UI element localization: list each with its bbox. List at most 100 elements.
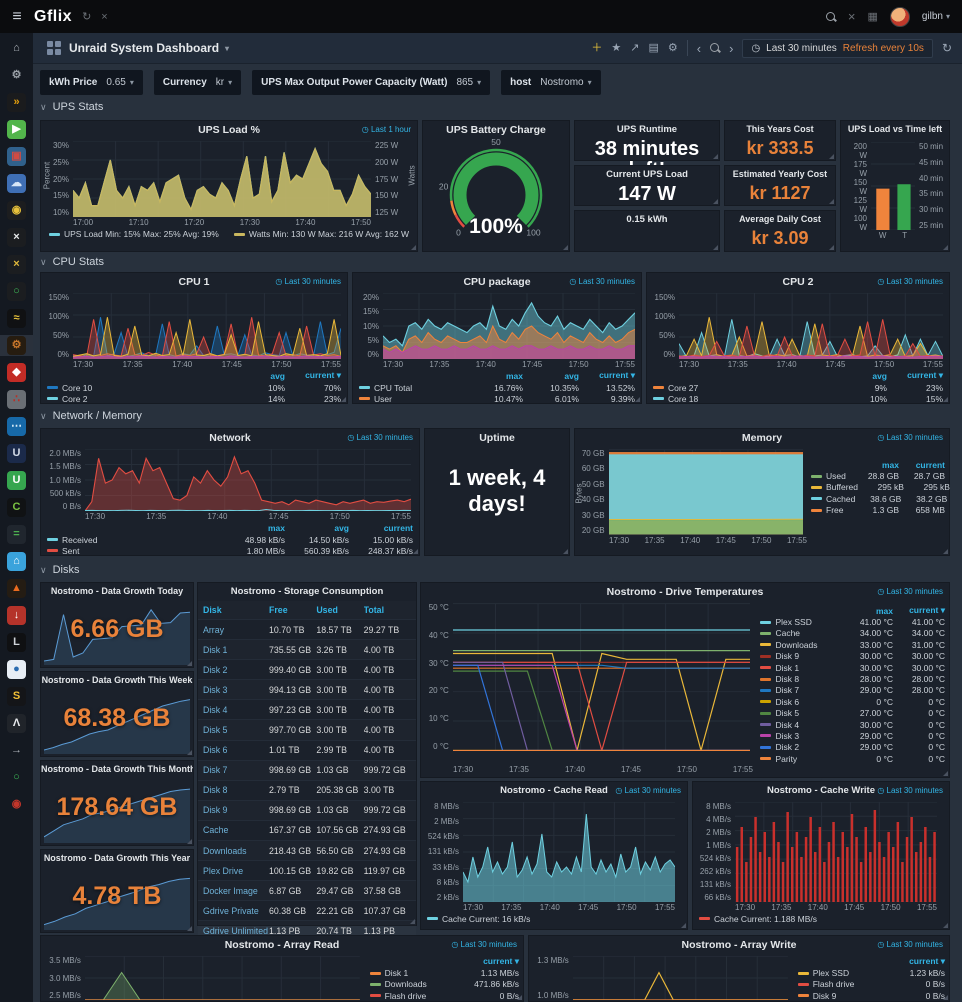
series-name[interactable]: Free bbox=[826, 505, 844, 516]
panel-title[interactable]: This Years Cost bbox=[746, 124, 814, 134]
sidebar-item[interactable]: × bbox=[0, 227, 33, 248]
column-header[interactable]: Disk bbox=[203, 605, 222, 615]
sidebar-item[interactable]: × bbox=[0, 254, 33, 275]
disk-name[interactable]: Disk 6 bbox=[203, 745, 228, 756]
disk-name[interactable]: Gdrive Private bbox=[203, 905, 259, 916]
sidebar-item[interactable]: → bbox=[0, 740, 33, 761]
disk-name[interactable]: Disk 2 bbox=[203, 664, 228, 675]
sidebar-item[interactable]: L bbox=[0, 632, 33, 653]
cycle-view-icon[interactable]: × bbox=[847, 9, 856, 24]
sidebar-item[interactable]: ▶ bbox=[0, 119, 33, 140]
series-name[interactable]: Disk 5 bbox=[775, 708, 800, 719]
ups-load-chart[interactable] bbox=[73, 141, 371, 217]
panel-title[interactable]: Memory bbox=[741, 432, 783, 444]
dashboard-title-menu[interactable]: Unraid System Dashboard ▾ bbox=[69, 41, 229, 55]
disk-name[interactable]: Array bbox=[203, 624, 225, 635]
grid-view-icon[interactable]: ▦ bbox=[867, 11, 878, 23]
disk-name[interactable]: Disk 1 bbox=[203, 644, 228, 655]
series-name[interactable]: Core 18 bbox=[668, 393, 699, 404]
disk-name[interactable]: Disk 9 bbox=[203, 805, 228, 816]
sidebar-item[interactable]: » bbox=[0, 92, 33, 113]
memory-chart[interactable] bbox=[608, 449, 803, 535]
sidebar-item[interactable]: ◉ bbox=[0, 200, 33, 221]
time-back-button[interactable]: ‹ bbox=[696, 40, 702, 56]
panel-title[interactable]: Network bbox=[209, 432, 251, 444]
panel-title[interactable]: Nostromo - Data Growth Today bbox=[50, 586, 184, 596]
panel-title[interactable]: Nostromo - Array Read bbox=[224, 939, 340, 951]
panel-title[interactable]: Nostromo - Data Growth This Week bbox=[41, 675, 193, 685]
cache-write-chart[interactable] bbox=[735, 802, 937, 902]
series-name[interactable]: Disk 7 bbox=[775, 685, 800, 696]
disk-name[interactable]: Disk 7 bbox=[203, 765, 228, 776]
share-button[interactable]: ↗ bbox=[630, 41, 640, 54]
panel-title[interactable]: Nostromo - Array Write bbox=[681, 939, 797, 951]
panel-title[interactable]: Nostromo - Cache Read bbox=[500, 785, 608, 796]
disk-name[interactable]: Plex Drive bbox=[203, 865, 244, 876]
column-header[interactable]: Used bbox=[316, 605, 338, 615]
refresh-button[interactable]: ↻ bbox=[941, 41, 952, 55]
series-name[interactable]: Used bbox=[826, 471, 846, 482]
sidebar-item[interactable]: U bbox=[0, 470, 33, 491]
panel-time-range[interactable]: ◷ Last 30 minutes bbox=[275, 277, 341, 286]
dashboard-settings-button[interactable]: ⚙ bbox=[667, 41, 678, 54]
panel-time-range[interactable]: ◷ Last 30 minutes bbox=[877, 786, 943, 795]
series-name[interactable]: Buffered bbox=[826, 482, 858, 493]
variable-dropdown[interactable]: Nostromo ▾ bbox=[540, 77, 592, 88]
sidebar-item[interactable]: ○ bbox=[0, 281, 33, 302]
cpu-package-chart[interactable] bbox=[383, 293, 635, 359]
panel-title[interactable]: CPU package bbox=[463, 276, 531, 288]
disk-name[interactable]: Disk 5 bbox=[203, 725, 228, 736]
sidebar-item[interactable]: ⚙ bbox=[0, 335, 33, 356]
disk-name[interactable]: Downloads bbox=[203, 845, 247, 856]
zoom-out-button[interactable] bbox=[710, 43, 720, 53]
search-icon[interactable] bbox=[825, 11, 836, 22]
column-header[interactable]: Free bbox=[269, 605, 288, 615]
panel-time-range[interactable]: ◷ Last 30 minutes bbox=[877, 277, 943, 286]
save-button[interactable]: ▤ bbox=[648, 41, 659, 54]
series-name[interactable]: CPU Total bbox=[374, 382, 413, 393]
series-name[interactable]: Disk 2 bbox=[775, 742, 800, 753]
series-name[interactable]: Cache bbox=[775, 628, 801, 639]
variable-dropdown[interactable]: 0.65 ▾ bbox=[106, 77, 134, 88]
series-name[interactable]: Disk 8 bbox=[775, 674, 800, 685]
series-name[interactable]: Plex SSD bbox=[775, 617, 812, 628]
panel-time-range[interactable]: ◷ Last 30 minutes bbox=[615, 786, 681, 795]
panel-title[interactable]: Nostromo - Drive Temperatures bbox=[606, 586, 764, 598]
sidebar-item[interactable]: ○ bbox=[0, 767, 33, 788]
panel-title[interactable]: UPS Load vs Time left bbox=[847, 124, 943, 134]
series-name[interactable]: Cached bbox=[826, 493, 856, 504]
sidebar-item[interactable]: C bbox=[0, 497, 33, 518]
cpu1-chart[interactable] bbox=[73, 293, 341, 359]
variable-dropdown[interactable]: kr ▾ bbox=[215, 77, 233, 88]
menu-icon[interactable]: ≡ bbox=[12, 7, 22, 25]
sidebar-item[interactable]: ⌂ bbox=[0, 551, 33, 572]
time-picker[interactable]: ◷ Last 30 minutes Refresh every 10s bbox=[742, 38, 933, 58]
series-name[interactable]: Core 27 bbox=[668, 382, 699, 393]
sidebar-item[interactable]: ▣ bbox=[0, 146, 33, 167]
series-name[interactable]: Disk 6 bbox=[775, 696, 800, 707]
sidebar-item[interactable]: S bbox=[0, 686, 33, 707]
row-header-cpu-stats[interactable]: ∨ CPU Stats bbox=[40, 256, 104, 268]
legend-item[interactable]: Cache Current: 1.188 MB/s bbox=[699, 913, 943, 924]
panel-title[interactable]: Estimated Yearly Cost bbox=[732, 169, 828, 179]
sidebar-item[interactable]: ▲ bbox=[0, 578, 33, 599]
series-name[interactable]: Disk 1 bbox=[775, 662, 800, 673]
panel-title[interactable]: Nostromo - Storage Consumption bbox=[230, 586, 384, 597]
row-header-disks[interactable]: ∨ Disks bbox=[40, 564, 79, 576]
sidebar-item[interactable]: = bbox=[0, 524, 33, 545]
panel-title[interactable]: Current UPS Load bbox=[606, 169, 688, 180]
sidebar-item[interactable]: ● bbox=[0, 659, 33, 680]
legend-item[interactable]: Watts Min: 130 W Max: 216 W Avg: 162 W bbox=[233, 228, 409, 240]
series-name[interactable]: Disk 9 bbox=[812, 990, 837, 1001]
series-name[interactable]: Disk 3 bbox=[775, 730, 800, 741]
avatar[interactable] bbox=[889, 6, 910, 27]
series-name[interactable]: Received bbox=[62, 534, 98, 545]
column-header[interactable]: Total bbox=[363, 605, 385, 615]
panel-title[interactable]: CPU 2 bbox=[782, 276, 814, 288]
series-name[interactable]: Sent bbox=[62, 545, 80, 556]
panel-time-range[interactable]: ◷ Last 30 minutes bbox=[877, 587, 943, 596]
close-tab-icon[interactable]: × bbox=[101, 10, 108, 23]
series-name[interactable]: Flash drive bbox=[812, 979, 855, 990]
disk-name[interactable]: Docker Image bbox=[203, 885, 258, 896]
